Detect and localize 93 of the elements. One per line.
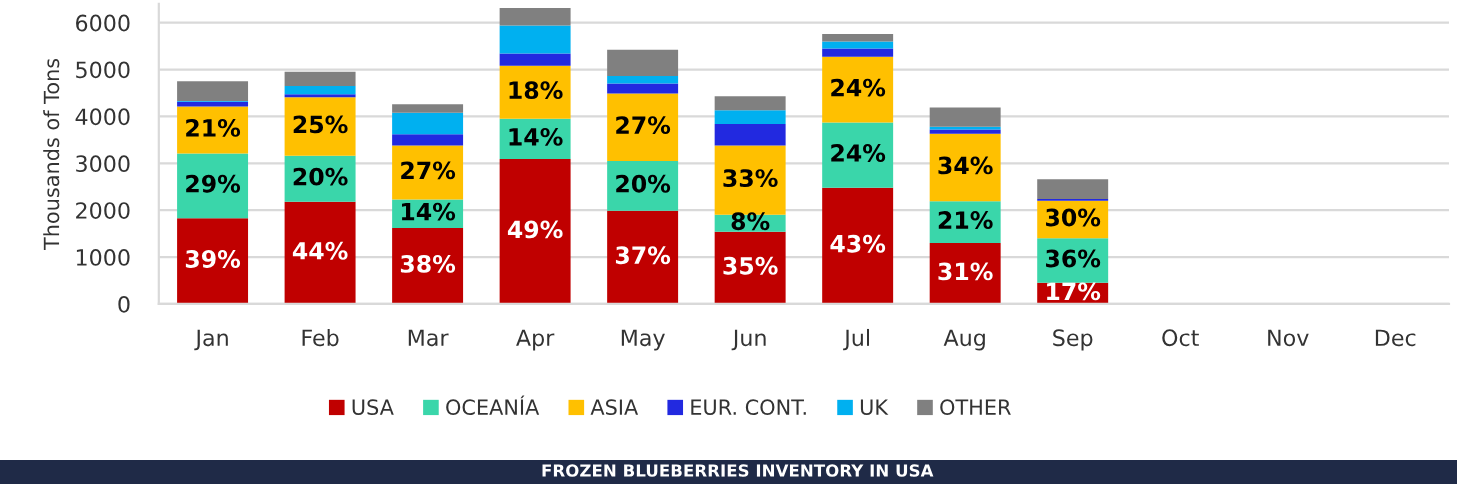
annotation: 8% (731, 212, 770, 231)
x-tick-label: Dec (1375, 329, 1416, 347)
annotation: 30% (1046, 208, 1101, 227)
bar (284, 94, 356, 98)
y-tick-label: 0 (118, 295, 130, 313)
bar (822, 41, 894, 49)
annotation: 33% (723, 169, 778, 188)
x-tick-label: Feb (302, 328, 339, 347)
bar (607, 76, 679, 84)
annotation: 38% (400, 254, 456, 273)
y-tick-label: 1000 (76, 249, 130, 266)
x-tick-label: May (621, 329, 665, 351)
bar (177, 101, 249, 107)
x-tick-label: Jul (843, 328, 869, 351)
y-tick-label: 6000 (76, 14, 130, 32)
bar (392, 134, 464, 146)
x-tick-label: Apr (516, 329, 555, 351)
bar (607, 210, 679, 304)
y-tick-label: 2000 (76, 202, 130, 219)
legend-label: ASIA (590, 399, 639, 416)
x-tick-label: Aug (943, 329, 985, 351)
annotation: 49% (507, 220, 563, 239)
y-tick-label: 5000 (76, 61, 130, 79)
legend-label: OTHER (940, 399, 1011, 416)
bar (822, 48, 894, 57)
bar (607, 49, 679, 77)
bar (392, 104, 464, 113)
x-tick-label: Sep (1053, 329, 1093, 351)
y-axis-title: Thousands of Tons (43, 58, 60, 251)
bar (499, 159, 571, 304)
legend-label: EUR. CONT. (691, 399, 806, 416)
bar (929, 126, 1001, 130)
bar (392, 227, 464, 304)
annotation: 37% (615, 246, 671, 265)
bar (177, 81, 249, 101)
bar (929, 133, 1001, 202)
annotation: 44% (292, 241, 348, 260)
bar (392, 145, 464, 200)
annotation: 21% (186, 118, 241, 137)
annotation: 21% (938, 211, 993, 229)
annotation: 36% (1046, 249, 1101, 268)
annotation: 27% (401, 161, 456, 180)
x-tick-label: Oct (1162, 329, 1199, 347)
bar (822, 122, 894, 188)
bar (499, 25, 571, 54)
legend-label: OCEANÍA (446, 395, 540, 416)
annotation: 24% (831, 78, 886, 97)
bar (392, 112, 464, 135)
x-tick-label: Nov (1268, 329, 1309, 347)
annotation: 25% (293, 115, 348, 134)
text: FROZEN BLUEBERRIES INVENTORY IN USA (542, 464, 934, 477)
annotation: 29% (186, 174, 241, 193)
annotation: 20% (616, 174, 671, 193)
y-tick-label: 4000 (75, 108, 130, 126)
legend-label: UK (860, 399, 889, 416)
annotation: 39% (185, 250, 241, 268)
annotation: 31% (938, 262, 993, 281)
bar (284, 85, 356, 95)
annotation: 17% (1047, 282, 1101, 301)
annotation: 27% (616, 116, 671, 135)
bar (714, 110, 786, 124)
bar (499, 8, 571, 26)
bar (284, 71, 356, 86)
bar (822, 187, 894, 304)
bar (822, 56, 894, 123)
bar (607, 93, 679, 161)
annotation: 34% (938, 156, 993, 175)
legend-label: USA (352, 399, 394, 416)
bar (177, 153, 249, 219)
annotation: 24% (831, 144, 886, 162)
annotation: 14% (402, 202, 456, 221)
bar (714, 231, 786, 304)
bar (607, 83, 679, 94)
bar (822, 33, 894, 42)
annotation: 18% (509, 81, 563, 100)
y-tick-label: 3000 (76, 155, 130, 173)
bar (1037, 179, 1109, 199)
bar (929, 129, 1001, 134)
annotation: 20% (293, 167, 348, 186)
x-tick-label: Mar (408, 329, 449, 347)
bar (929, 107, 1001, 127)
bar (177, 218, 249, 304)
bar (284, 201, 356, 304)
bar (714, 96, 786, 111)
x-tick-label: Jun (731, 329, 766, 351)
annotation: 14% (509, 127, 563, 146)
bar (284, 97, 356, 156)
annotation: 35% (723, 256, 778, 275)
bar (499, 53, 571, 66)
x-tick-label: Jan (194, 329, 228, 351)
bar (929, 243, 1001, 304)
annotation: 43% (830, 234, 886, 253)
bar (714, 123, 786, 146)
